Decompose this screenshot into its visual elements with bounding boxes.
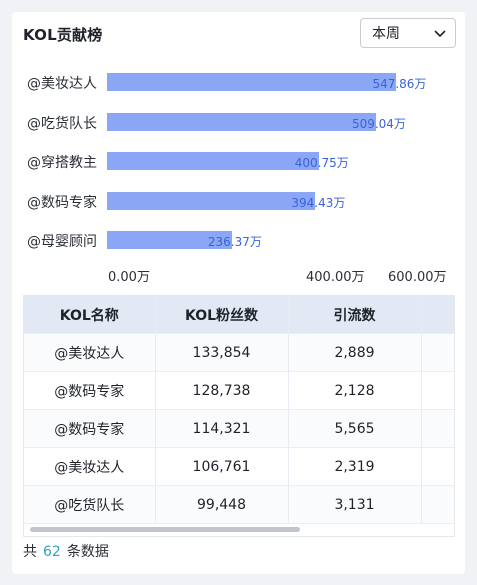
table-footer: 共 62 条数据 [23, 541, 109, 561]
table-row[interactable]: @数码专家 114,321 5,565 [24, 409, 454, 448]
table-cell: 128,738 [155, 371, 289, 410]
horizontal-scrollbar[interactable] [30, 527, 300, 532]
table-cell: 99,448 [155, 485, 289, 524]
x-tick-label: 600.00万 [388, 270, 447, 285]
footer-suffix: 条数据 [66, 544, 109, 560]
table-cell [421, 333, 454, 372]
table-cell: 2,319 [288, 447, 422, 486]
table-cell: 133,854 [155, 333, 289, 372]
footer-prefix: 共 [23, 544, 37, 560]
bar [107, 231, 232, 249]
table-cell: 2,128 [288, 371, 422, 410]
chevron-down-icon [434, 30, 446, 38]
table-row[interactable]: @美妆达人 133,854 2,889 [24, 333, 454, 372]
bar-value-label: 236.37万 [207, 235, 262, 249]
table-cell: 106,761 [155, 447, 289, 486]
category-label: @穿搭教主 [27, 155, 97, 171]
bar-value-label: 400.75万 [294, 156, 349, 170]
x-tick-label: 0.00万 [108, 270, 150, 285]
period-select-value: 本周 [372, 26, 400, 42]
bar [107, 191, 316, 210]
category-label: @美妆达人 [27, 76, 97, 92]
table-row[interactable]: @美妆达人 106,761 2,319 [24, 447, 454, 486]
table-cell: @数码专家 [24, 409, 156, 448]
bar-value-label: 509.04万 [351, 116, 406, 131]
category-label: @吃货队长 [27, 115, 97, 132]
table-cell: @美妆达人 [24, 333, 156, 372]
kol-bar-chart: @美妆达人 547.86万 @吃货队长 509.04万 @穿搭教主 400.75万 @数码专… [12, 12, 465, 302]
x-tick-label: 400.00万 [306, 270, 365, 285]
kol-table: KOL名称KOL粉丝数引流数K @美妆达人133,8542,889@数码专家12… [24, 296, 454, 524]
bar [107, 112, 376, 131]
bar [107, 152, 319, 170]
card-title: KOL贡献榜 [23, 26, 103, 44]
period-select[interactable]: 本周 [360, 18, 456, 48]
bar-value-label: 547.86万 [372, 77, 427, 91]
column-header[interactable]: 引流数 [288, 296, 422, 334]
table-cell [421, 485, 454, 524]
table-cell: 114,321 [155, 409, 289, 448]
category-label: @母婴顾问 [27, 234, 97, 250]
total-count: 62 [43, 544, 61, 560]
table-row[interactable]: @数码专家 128,738 2,128 [24, 371, 454, 410]
table-cell: @美妆达人 [24, 447, 156, 486]
table-cell [421, 409, 454, 448]
table-header-row: KOL名称KOL粉丝数引流数K [24, 296, 454, 334]
table-cell: 5,565 [288, 409, 422, 448]
kol-table-wrapper: KOL名称KOL粉丝数引流数K @美妆达人133,8542,889@数码专家12… [23, 295, 455, 537]
table-cell: 2,889 [288, 333, 422, 372]
column-header[interactable]: KOL名称 [24, 296, 156, 334]
bar [107, 73, 397, 91]
table-cell: @吃货队长 [24, 485, 156, 524]
kol-card: KOL贡献榜 本周 @美妆达人 547.86万 @吃货队长 509.04万 @穿搭教主 4… [12, 12, 465, 574]
table-cell [421, 371, 454, 410]
table-cell: @数码专家 [24, 371, 156, 410]
column-header[interactable]: KOL粉丝数 [155, 296, 289, 334]
column-header[interactable]: K [421, 296, 454, 334]
category-label: @数码专家 [27, 194, 97, 211]
table-cell: 3,131 [288, 485, 422, 524]
table-row[interactable]: @吃货队长 99,448 3,131 [24, 485, 454, 524]
table-cell [421, 447, 454, 486]
bar-value-label: 394.43万 [291, 195, 346, 210]
